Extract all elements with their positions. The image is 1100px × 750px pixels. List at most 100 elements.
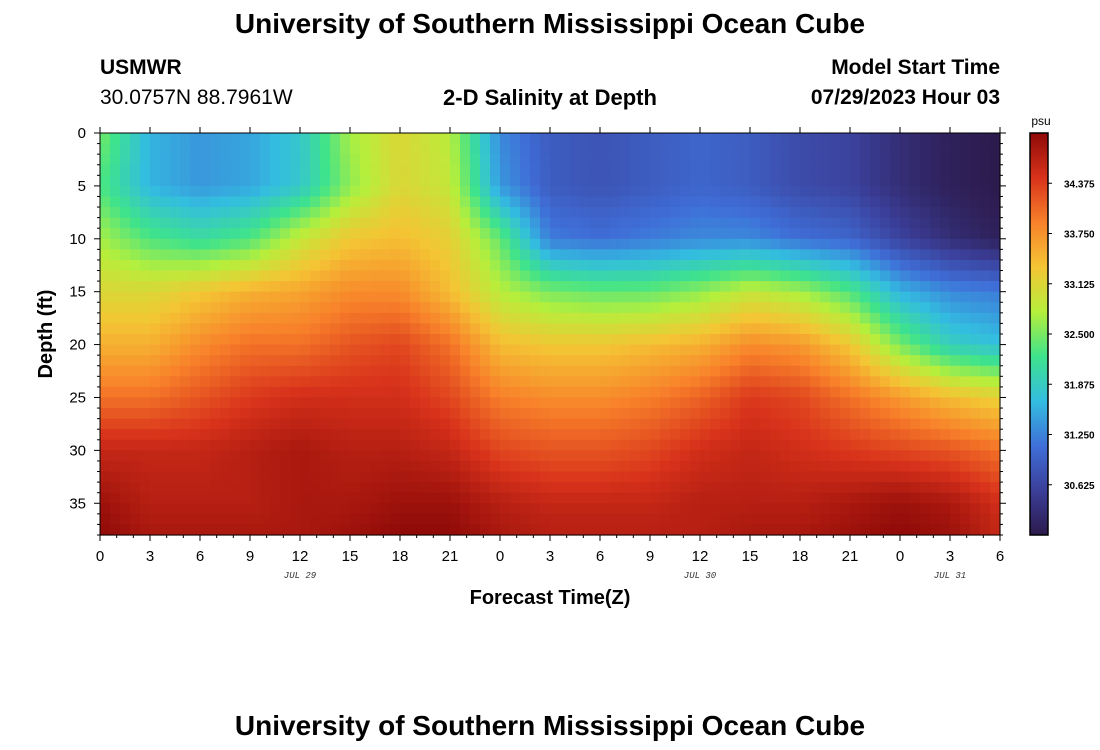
heatmap-cell (320, 418, 331, 430)
heatmap-cell (300, 281, 311, 293)
heatmap-cell (550, 249, 561, 261)
heatmap-cell (270, 228, 281, 240)
heatmap-cell (140, 418, 151, 430)
heatmap-cell (720, 460, 731, 473)
heatmap-cell (620, 154, 631, 166)
heatmap-cell (710, 471, 721, 483)
heatmap-cell (990, 323, 1001, 335)
heatmap-cell (890, 238, 901, 250)
heatmap-cell (530, 460, 541, 473)
heatmap-cell (740, 344, 751, 356)
heatmap-cell (460, 228, 471, 240)
heatmap-cell (440, 238, 451, 250)
heatmap-cell (640, 302, 651, 314)
heatmap-cell (240, 291, 251, 303)
heatmap-cell (730, 281, 741, 293)
heatmap-cell (800, 259, 811, 272)
heatmap-cell (640, 376, 651, 388)
heatmap-cell (380, 217, 391, 229)
heatmap-cell (270, 143, 281, 155)
heatmap-cell (510, 513, 521, 526)
heatmap-cell (620, 471, 631, 483)
heatmap-cell (960, 513, 971, 526)
heatmap-cell (480, 503, 491, 515)
heatmap-cell (100, 291, 111, 303)
heatmap-cell (270, 460, 281, 473)
heatmap-cell (210, 439, 221, 451)
heatmap-cell (490, 228, 501, 240)
heatmap-cell (380, 408, 391, 420)
heatmap-cell (660, 164, 671, 176)
heatmap-cell (440, 217, 451, 229)
heatmap-cell (770, 418, 781, 430)
heatmap-cell (450, 439, 461, 451)
heatmap-cell (490, 312, 501, 325)
heatmap-cell (750, 238, 761, 250)
heatmap-cell (700, 503, 711, 515)
heatmap-cell (620, 185, 631, 198)
heatmap-cell (960, 228, 971, 240)
heatmap-cell (560, 217, 571, 229)
heatmap-cell (930, 154, 941, 166)
heatmap-cell (200, 259, 211, 272)
heatmap-cell (400, 344, 411, 356)
heatmap-cell (210, 418, 221, 430)
heatmap-cell (500, 259, 511, 272)
heatmap-cell (500, 154, 511, 166)
heatmap-cell (140, 217, 151, 229)
heatmap-cell (560, 143, 571, 155)
heatmap-cell (900, 386, 911, 399)
heatmap-cell (410, 312, 421, 325)
heatmap-cell (950, 302, 961, 314)
heatmap-cell (790, 503, 801, 515)
heatmap-cell (970, 334, 981, 346)
heatmap-cell (810, 196, 821, 208)
heatmap-cell (150, 429, 161, 441)
heatmap-cell (650, 302, 661, 314)
heatmap-cell (240, 281, 251, 293)
heatmap-cell (630, 524, 641, 536)
heatmap-cell (770, 471, 781, 483)
heatmap-cell (330, 270, 341, 282)
heatmap-cell (550, 164, 561, 176)
heatmap-cell (260, 492, 271, 504)
heatmap-cell (690, 249, 701, 261)
heatmap-cell (340, 492, 351, 504)
colorbar-tick-label: 30.625 (1064, 481, 1095, 492)
heatmap-cell (270, 133, 281, 145)
colorbar-tick-label: 34.375 (1064, 179, 1095, 190)
heatmap-cell (120, 291, 131, 303)
heatmap-cell (200, 334, 211, 346)
heatmap-cell (690, 355, 701, 367)
heatmap-cell (490, 482, 501, 494)
heatmap-cell (620, 238, 631, 250)
heatmap-cell (670, 492, 681, 504)
heatmap-cell (780, 492, 791, 504)
heatmap-cell (690, 238, 701, 250)
heatmap-cell (730, 386, 741, 399)
heatmap-cell (460, 238, 471, 250)
heatmap-cell (430, 376, 441, 388)
heatmap-cell (150, 270, 161, 282)
heatmap-cell (670, 471, 681, 483)
heatmap-cell (240, 185, 251, 198)
heatmap-cell (230, 408, 241, 420)
heatmap-cell (320, 291, 331, 303)
heatmap-cell (870, 376, 881, 388)
heatmap-cell (120, 450, 131, 462)
heatmap-cell (530, 164, 541, 176)
heatmap-cell (780, 196, 791, 208)
heatmap-cell (380, 143, 391, 155)
heatmap-cell (920, 439, 931, 451)
heatmap-cell (340, 312, 351, 325)
heatmap-cell (680, 397, 691, 409)
heatmap-cell (900, 482, 911, 494)
heatmap-cell (350, 482, 361, 494)
heatmap-cell (440, 133, 451, 145)
heatmap-cell (500, 460, 511, 473)
heatmap-cell (270, 344, 281, 356)
heatmap-cell (920, 302, 931, 314)
heatmap-cell (670, 238, 681, 250)
heatmap-cell (470, 513, 481, 526)
heatmap-cell (120, 249, 131, 261)
